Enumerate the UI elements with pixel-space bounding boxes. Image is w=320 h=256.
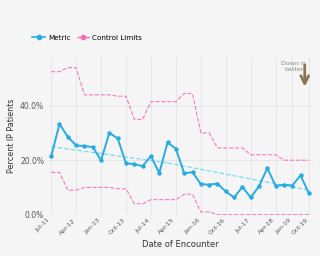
X-axis label: Date of Encounter: Date of Encounter [142, 240, 218, 249]
Y-axis label: Percent IP Patients: Percent IP Patients [7, 99, 16, 173]
Legend: Metric, Control Limits: Metric, Control Limits [29, 32, 145, 44]
Text: Down is
better: Down is better [282, 61, 306, 72]
